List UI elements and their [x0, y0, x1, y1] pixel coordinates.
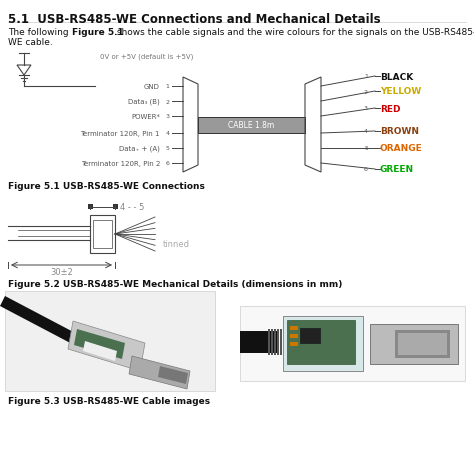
Text: Data₊ + (A): Data₊ + (A)	[119, 146, 160, 152]
Text: 3: 3	[364, 106, 368, 111]
Bar	[395, 330, 450, 358]
Bar	[274, 329, 276, 355]
Bar	[5, 291, 215, 391]
Bar	[198, 117, 305, 133]
Bar	[290, 342, 298, 346]
Text: 4 - - 5: 4 - - 5	[120, 203, 145, 212]
Text: 4: 4	[364, 129, 368, 134]
Bar	[93, 220, 112, 248]
Text: 2: 2	[364, 89, 368, 94]
Polygon shape	[74, 329, 125, 359]
Polygon shape	[158, 366, 188, 384]
Text: BROWN: BROWN	[380, 127, 419, 136]
Bar	[370, 324, 458, 364]
Text: shows the cable signals and the wire colours for the signals on the USB-RS485-: shows the cable signals and the wire col…	[114, 28, 474, 37]
Bar	[280, 329, 282, 355]
Bar	[283, 317, 363, 371]
Bar	[287, 320, 355, 364]
Text: 1: 1	[162, 84, 170, 89]
Text: tinned: tinned	[163, 240, 190, 249]
Text: 6: 6	[162, 161, 170, 166]
Text: GREEN: GREEN	[380, 165, 414, 174]
Bar	[300, 328, 320, 343]
Text: 5.1  USB-RS485-WE Connections and Mechanical Details: 5.1 USB-RS485-WE Connections and Mechani…	[8, 13, 381, 26]
Text: BLACK: BLACK	[380, 72, 413, 81]
Text: 5: 5	[162, 146, 170, 151]
Text: 0V or +5V (default is +5V): 0V or +5V (default is +5V)	[100, 54, 193, 60]
Polygon shape	[83, 341, 117, 361]
Text: 3: 3	[162, 114, 170, 119]
Polygon shape	[68, 321, 145, 371]
Text: Data₃ (B): Data₃ (B)	[128, 99, 160, 105]
Text: The following: The following	[8, 28, 72, 37]
Polygon shape	[0, 297, 100, 356]
Text: ORANGE: ORANGE	[380, 144, 423, 153]
Bar	[113, 205, 118, 209]
Bar	[90, 216, 115, 253]
Text: Figure 5.3 USB-RS485-WE Cable images: Figure 5.3 USB-RS485-WE Cable images	[8, 396, 210, 405]
Text: POWER*: POWER*	[131, 114, 160, 120]
Text: 4: 4	[162, 131, 170, 136]
Text: YELLOW: YELLOW	[380, 87, 421, 96]
Bar	[88, 205, 93, 209]
Bar	[290, 327, 298, 330]
Text: RED: RED	[380, 104, 401, 113]
Bar	[290, 334, 298, 338]
Text: 5: 5	[364, 146, 368, 151]
Bar	[240, 331, 278, 353]
Bar	[398, 333, 447, 355]
Text: Figure 5.2 USB-RS485-WE Mechanical Details (dimensions in mm): Figure 5.2 USB-RS485-WE Mechanical Detai…	[8, 279, 342, 288]
Text: WE cable.: WE cable.	[8, 38, 53, 47]
Text: 2: 2	[162, 99, 170, 104]
Text: GND: GND	[144, 84, 160, 90]
Bar	[240, 307, 465, 381]
Text: 30±2: 30±2	[50, 268, 73, 277]
Text: Terminator 120R, Pin 2: Terminator 120R, Pin 2	[81, 161, 160, 167]
Text: Terminator 120R, Pin 1: Terminator 120R, Pin 1	[81, 131, 160, 137]
Text: Figure 5.1: Figure 5.1	[72, 28, 124, 37]
Bar	[271, 329, 273, 355]
Bar	[277, 329, 279, 355]
Text: 6: 6	[364, 167, 368, 172]
Polygon shape	[129, 356, 190, 389]
Text: Figure 5.1 USB-RS485-WE Connections: Figure 5.1 USB-RS485-WE Connections	[8, 182, 205, 190]
Text: CABLE 1.8m: CABLE 1.8m	[228, 121, 274, 130]
Text: 1: 1	[364, 74, 368, 79]
Bar	[268, 329, 270, 355]
